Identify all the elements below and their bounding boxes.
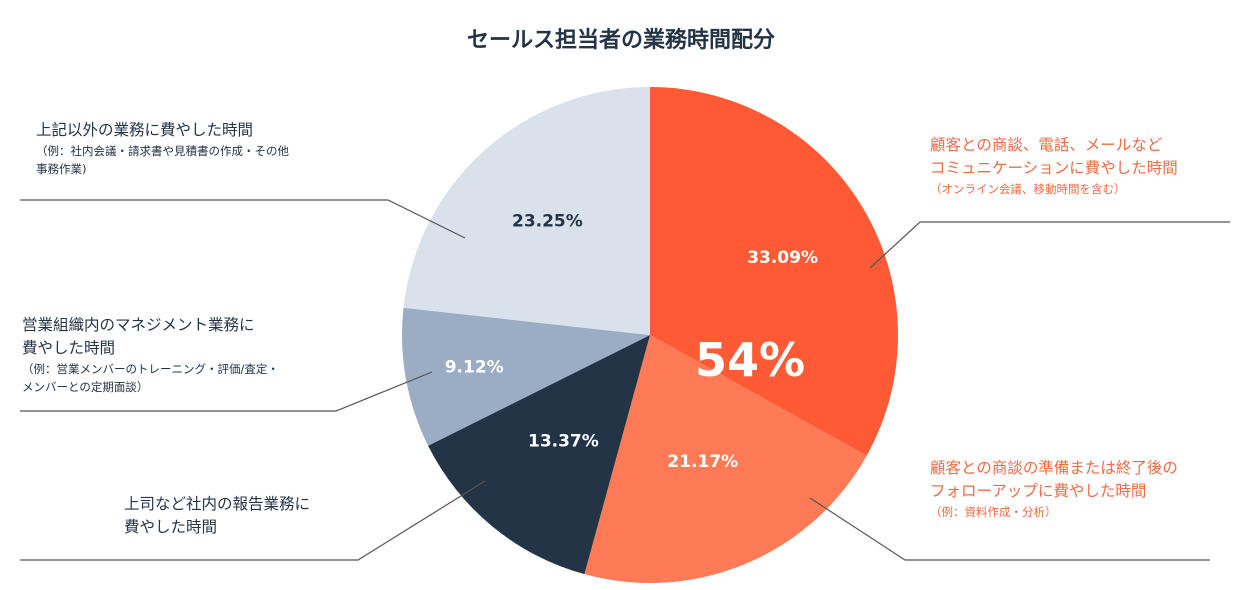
leader-line-other-tasks [20, 199, 466, 239]
annotation-other-tasks-note-1: （例：社内会議・請求書や見積書の作成・その他 [36, 144, 289, 158]
slice-label-reporting: 13.37% [528, 431, 599, 451]
slice-label-other-tasks: 23.25% [512, 212, 583, 232]
annotation-reporting-line-2: 費やした時間 [124, 518, 217, 536]
leader-line-meeting-prep-followup [809, 497, 1210, 561]
slice-label-management: 9.12% [445, 357, 504, 377]
annotation-other-tasks-line-1: 上記以外の業務に費やした時間 [36, 121, 253, 139]
slice-label-meeting-prep-followup: 21.17% [667, 452, 738, 472]
leader-lines [20, 199, 1230, 561]
leader-line-customer-communication [869, 221, 1230, 269]
annotation-management-note-1: （例：営業メンバーのトレーニング・評価/査定・ [22, 362, 279, 376]
pie-slice-reporting [428, 335, 650, 575]
annotation-management-line-2: 費やした時間 [22, 339, 115, 357]
annotation-customer-communication-line-2: コミュニケーションに費やした時間 [930, 159, 1178, 177]
leader-line-reporting [20, 480, 486, 561]
annotation-reporting-line-1: 上司など社内の報告業務に [124, 495, 310, 513]
annotation-customer-communication-note-1: （オンライン会議、移動時間を含む） [930, 182, 1126, 196]
annotation-other-tasks-note-2: 事務作業) [36, 162, 87, 176]
pie-slice-meeting-prep-followup [584, 335, 867, 583]
annotation-meeting-prep-followup-line-2: フォローアップに費やした時間 [930, 482, 1146, 500]
pie-slice-labels: 33.09% 21.17% 13.37% 9.12% 23.25% [445, 212, 818, 472]
pie-slice-other-tasks [403, 87, 650, 335]
pie-slices [402, 87, 898, 583]
annotation-meeting-prep-followup-note-1: （例：資料作成・分析） [930, 505, 1057, 519]
annotation-meeting-prep-followup-line-1: 顧客との商談の準備または終了後の [930, 459, 1178, 477]
annotation-management-note-2: メンバーとの定期面談） [22, 380, 148, 394]
highlight-percentage: 54% [695, 333, 805, 387]
chart-title: セールス担当者の業務時間配分 [467, 27, 775, 53]
pie-slice-customer-communication [650, 87, 898, 456]
annotation-management-line-1: 営業組織内のマネジメント業務に [22, 316, 255, 334]
annotation-customer-communication-line-1: 顧客との商談、電話、メールなど [930, 136, 1163, 154]
slice-label-customer-communication: 33.09% [747, 248, 818, 268]
pie-slice-management [402, 307, 650, 446]
leader-line-management [20, 371, 433, 412]
